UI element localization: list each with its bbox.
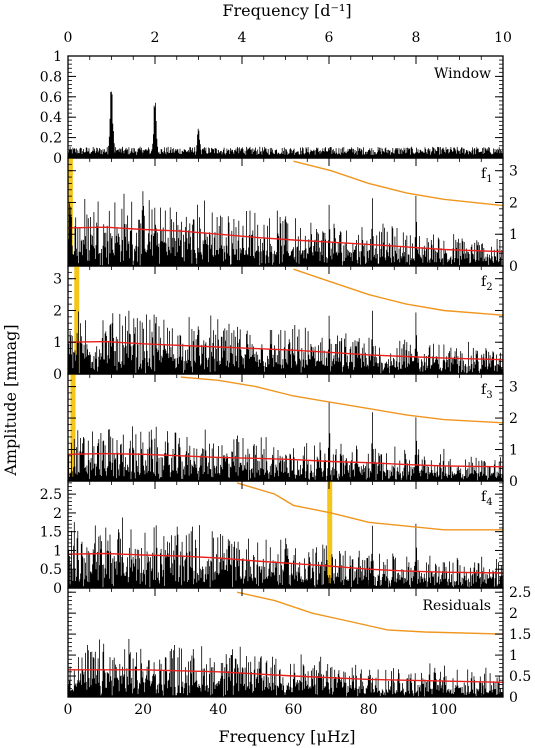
y-tick-label: 0 xyxy=(509,474,518,490)
y-tick-label: 0 xyxy=(509,690,518,706)
panel-2: 0 1 2 3 f1 xyxy=(67,157,518,275)
noise-level-line xyxy=(68,552,503,574)
y-tick-label: 1 xyxy=(53,335,62,351)
panel-label: Residuals xyxy=(423,598,491,614)
y-tick-label: 0 xyxy=(509,259,518,275)
y-tick-label: 1 xyxy=(509,443,518,459)
significance-threshold-line xyxy=(293,160,503,207)
x-tick-label: 40 xyxy=(209,702,227,718)
panel-plot-area xyxy=(68,158,503,266)
x-tick-label: 100 xyxy=(430,702,457,718)
x-top-tick-label: 8 xyxy=(412,30,421,46)
top-axis-title: Frequency [d⁻¹] xyxy=(222,1,351,20)
panel-label: f1 xyxy=(481,166,493,185)
y-tick-label: 0 xyxy=(53,581,62,597)
noise-level-line xyxy=(68,452,503,468)
panel-5: 0 0.5 1 1.5 2 2.5 f4 xyxy=(40,480,504,597)
x-tick-label: 60 xyxy=(285,702,303,718)
y-tick-label: 1.5 xyxy=(509,627,531,643)
bottom-axis-title: Frequency [μHz] xyxy=(219,727,356,746)
panel-1: 0 0.2 0.4 0.6 0.8 1 Window xyxy=(40,49,504,167)
amplitude-spectrum xyxy=(68,91,503,158)
panel-6: 0 0.5 1 1.5 2 2.5 Residuals xyxy=(67,585,531,706)
y-tick-label: 2.5 xyxy=(509,585,531,601)
amplitude-spectrum xyxy=(68,401,503,481)
amplitude-spectrum xyxy=(68,638,503,697)
panel-plot-area xyxy=(68,266,503,374)
y-tick-label: 3 xyxy=(509,164,518,180)
y-tick-label: 2 xyxy=(509,411,518,427)
panel-label: f3 xyxy=(481,382,493,401)
x-top-tick-label: 6 xyxy=(325,30,334,46)
panel-3: 0 1 2 3 f2 xyxy=(53,265,504,383)
y-tick-label: 1 xyxy=(53,543,62,559)
detected-frequency-highlight xyxy=(70,374,76,481)
panel-plot-area xyxy=(68,91,503,158)
y-tick-label: 0.6 xyxy=(40,90,62,106)
x-top-tick-label: 0 xyxy=(64,30,73,46)
panel-label: Window xyxy=(434,66,491,82)
y-tick-label: 1.5 xyxy=(40,525,62,541)
significance-threshold-line xyxy=(180,376,503,424)
x-top-tick-label: 4 xyxy=(238,30,247,46)
x-top-tick-label: 2 xyxy=(151,30,160,46)
x-top-tick-label: 10 xyxy=(494,30,512,46)
significance-threshold-line xyxy=(236,591,503,635)
y-tick-label: 0.5 xyxy=(40,562,62,578)
significance-threshold-line xyxy=(236,482,503,531)
y-axis-title: Amplitude [mmag] xyxy=(1,324,20,476)
y-tick-label: 3 xyxy=(509,380,518,396)
y-tick-label: 1 xyxy=(509,648,518,664)
x-tick-label: 20 xyxy=(134,702,152,718)
panel-4: 0 1 2 3 f3 xyxy=(67,373,518,490)
noise-level-line xyxy=(68,226,503,253)
y-tick-label: 2 xyxy=(509,195,518,211)
y-tick-label: 0 xyxy=(53,367,62,383)
panel-label: f2 xyxy=(481,274,493,293)
y-tick-label: 0 xyxy=(53,151,62,167)
significance-threshold-line xyxy=(293,268,503,316)
y-tick-label: 0.4 xyxy=(40,110,62,126)
detected-frequency-highlight xyxy=(327,481,333,588)
y-tick-label: 2 xyxy=(53,303,62,319)
y-tick-label: 2 xyxy=(53,506,62,522)
y-tick-label: 2.5 xyxy=(40,487,62,503)
panel-plot-area xyxy=(68,481,503,588)
amplitude-spectrum xyxy=(68,310,503,374)
y-tick-label: 1 xyxy=(509,227,518,243)
panel-label: f4 xyxy=(481,489,493,508)
y-tick-label: 0.8 xyxy=(40,69,62,85)
x-tick-label: 0 xyxy=(64,702,73,718)
panel-plot-area xyxy=(68,374,503,481)
detected-frequency-highlight xyxy=(74,266,80,374)
y-tick-label: 0.5 xyxy=(509,669,531,685)
noise-level-line xyxy=(68,669,503,683)
y-tick-label: 0.2 xyxy=(40,131,62,147)
x-tick-label: 80 xyxy=(360,702,378,718)
y-tick-label: 2 xyxy=(509,606,518,622)
noise-level-line xyxy=(68,340,503,361)
y-tick-label: 3 xyxy=(53,272,62,288)
amplitude-spectrum xyxy=(68,517,503,588)
y-tick-label: 1 xyxy=(53,49,62,65)
